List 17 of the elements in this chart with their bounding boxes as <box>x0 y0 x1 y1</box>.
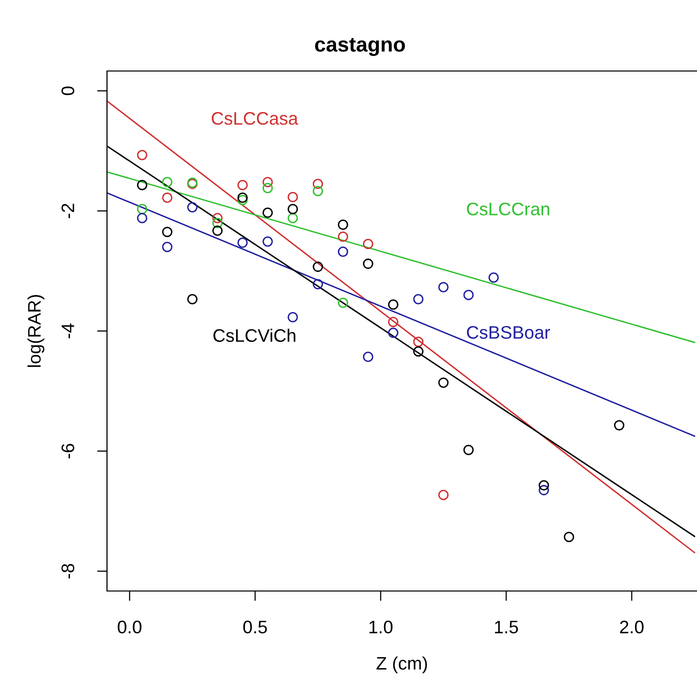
x-tick-label: 0.5 <box>243 620 267 634</box>
y-tick-label: 0 <box>61 86 74 96</box>
y-axis-title: log(RAR) <box>28 295 44 367</box>
y-tick-label: -2 <box>61 204 74 218</box>
text: CsLCCran <box>466 202 550 216</box>
chart-title: castagno <box>315 38 405 56</box>
x-tick-label: 1.0 <box>369 620 393 634</box>
text: CsLCViCh <box>213 328 296 342</box>
x-axis-title: Z (cm) <box>376 656 427 674</box>
text: CsLCCasa <box>212 112 298 125</box>
x-tick-label: 1.5 <box>495 620 518 634</box>
y-tick-label: -4 <box>62 324 74 338</box>
y-tick-label: -6 <box>61 444 74 458</box>
series-label: CsBSBoar <box>466 326 550 339</box>
x-tick-label: 2.0 <box>620 620 644 634</box>
y-tick-label: -8 <box>61 564 74 578</box>
x-tick-label: 0.0 <box>118 620 142 634</box>
